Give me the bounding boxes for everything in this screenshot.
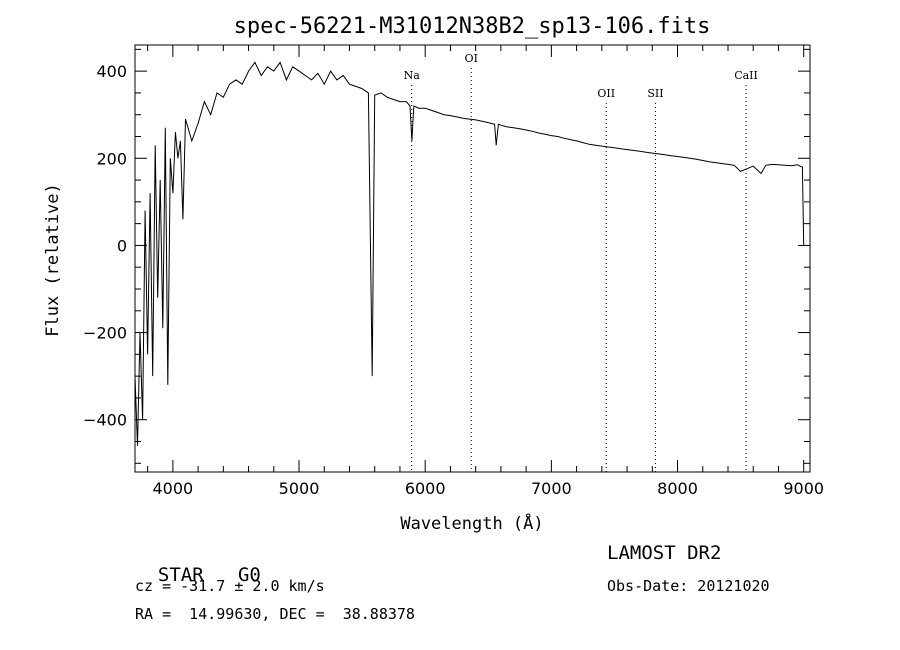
- spectral-subclass: G0: [237, 564, 261, 586]
- plot-frame: [134, 44, 811, 473]
- obs-date-text: Obs-Date: 20121020: [607, 577, 770, 595]
- x-tick-label: 7000: [531, 479, 572, 498]
- chart-title: spec-56221-M31012N38B2_sp13-106.fits: [234, 14, 711, 39]
- spectrum-line: [134, 61, 805, 446]
- x-tick-label: 4000: [152, 479, 193, 498]
- survey-label: LAMOST DR2: [607, 542, 722, 564]
- x-axis-label: Wavelength (Å): [400, 512, 543, 534]
- line-markers: Na OI OII SII CaII: [404, 52, 758, 472]
- line-marker-label: SII: [647, 87, 663, 100]
- line-marker-label: CaII: [734, 69, 758, 82]
- velocity-text: cz = -31.7 ± 2.0 km/s: [135, 577, 325, 595]
- y-tick-label: −200: [83, 324, 127, 343]
- tick-labels: 4000 5000 6000 7000 8000 9000 −400 −200 0 200 400: [83, 62, 824, 498]
- y-tick-label: 0: [117, 236, 127, 255]
- line-marker-label: OII: [597, 87, 615, 100]
- y-tick-label: −400: [83, 411, 127, 430]
- line-marker-label: Na: [404, 69, 421, 82]
- x-tick-label: 8000: [657, 479, 698, 498]
- x-tick-label: 6000: [405, 479, 446, 498]
- line-marker-label: OI: [465, 52, 478, 65]
- y-axis-label: Flux (relative): [43, 183, 63, 337]
- y-tick-label: 200: [96, 149, 127, 168]
- y-tick-label: 400: [96, 62, 127, 81]
- axis-ticks: [135, 45, 810, 472]
- x-tick-label: 9000: [783, 479, 824, 498]
- object-class: STAR G0: [135, 542, 261, 586]
- object-type: STAR: [157, 564, 204, 586]
- x-tick-label: 5000: [279, 479, 320, 498]
- coordinates-text: RA = 14.99630, DEC = 38.88378: [135, 605, 415, 623]
